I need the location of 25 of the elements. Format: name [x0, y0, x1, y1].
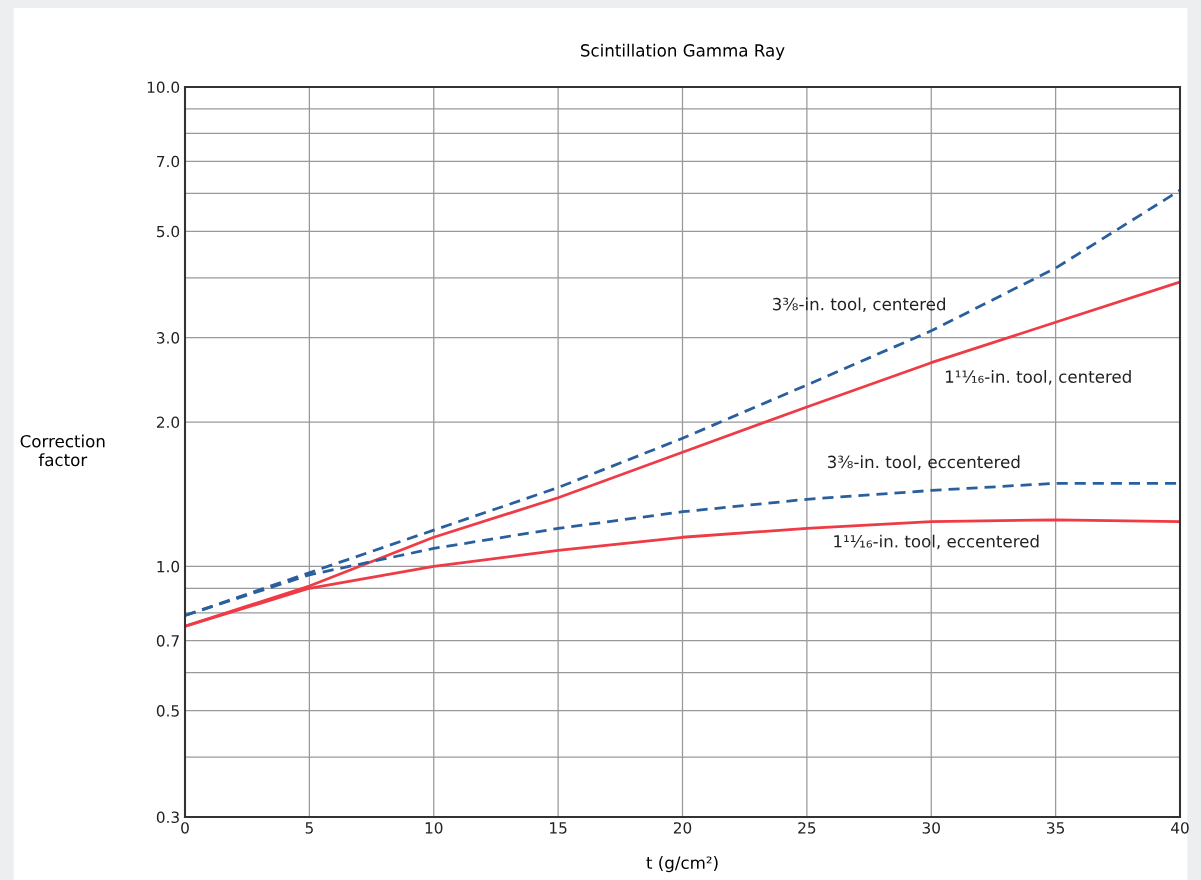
y-tick-label: 0.5	[156, 705, 179, 717]
y-axis-title: Correction factor	[20, 434, 105, 467]
y-tick-label: 5.0	[157, 225, 180, 238]
chart-title: Scintillation Gamma Ray	[581, 43, 785, 60]
series-label: 3⅜-in. tool, eccentered	[827, 455, 1020, 470]
x-axis-title: t (g/cm²)	[646, 856, 718, 873]
y-tick-label: 0.3	[156, 811, 179, 824]
x-tick-label: 40	[1171, 822, 1189, 834]
x-tick-label: 30	[922, 822, 940, 834]
y-tick-label: 3.0	[157, 332, 180, 344]
series-label: 1¹¹⁄₁₆-in. tool, eccentered	[834, 534, 1039, 550]
y-tick-label: 10.0	[147, 81, 180, 94]
x-tick-label: 10	[425, 822, 443, 834]
x-tick-label: 25	[798, 822, 816, 834]
x-tick-label: 5	[305, 822, 313, 834]
x-tick-label: 20	[673, 822, 692, 834]
y-tick-label: 7.0	[157, 155, 180, 168]
x-tick-label: 0	[181, 822, 189, 834]
y-tick-label: 1.0	[157, 560, 180, 573]
series-label: 1¹¹⁄₁₆-in. tool, centered	[945, 370, 1131, 385]
x-tick-label: 35	[1047, 822, 1065, 834]
y-tick-label: 2.0	[156, 416, 180, 429]
x-tick-label: 15	[550, 822, 567, 834]
y-tick-label: 0.7	[156, 635, 179, 647]
series-label: 3⅜-in. tool, centered	[772, 297, 945, 313]
